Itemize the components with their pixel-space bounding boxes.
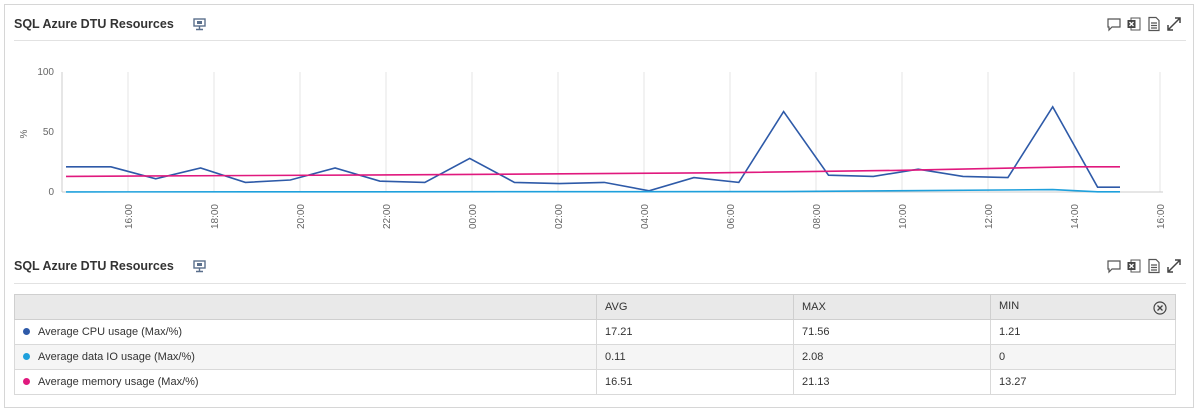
chart-series	[65, 105, 1120, 193]
metric-cell: Average CPU usage (Max/%)	[14, 319, 597, 345]
min-value: 0	[990, 344, 1176, 370]
chart-panel-title: SQL Azure DTU Resources	[14, 17, 174, 31]
avg-value: 0.11	[596, 344, 794, 370]
column-header-min[interactable]: MIN	[990, 294, 1176, 320]
metric-cell: Average data IO usage (Max/%)	[14, 344, 597, 370]
max-value: 21.13	[793, 369, 991, 395]
table-header-row: AVG MAX MIN	[14, 294, 1176, 320]
expand-icon[interactable]	[1166, 16, 1182, 32]
metric-label: Average CPU usage (Max/%)	[38, 326, 183, 338]
x-tick-label: 12:00	[984, 204, 995, 229]
y-tick-label: 50	[43, 127, 55, 138]
y-axis-label: %	[19, 129, 30, 138]
table-panel-title: SQL Azure DTU Resources	[14, 259, 174, 273]
chart-axes: 16:00 18:00 20:00 22:00 00:00 02:00 04:00 06:00…	[19, 67, 1167, 229]
max-value: 71.56	[793, 319, 991, 345]
table-header-divider	[14, 283, 1186, 284]
memory-legend-dot	[23, 378, 30, 385]
column-header-avg[interactable]: AVG	[596, 294, 794, 320]
max-value: 2.08	[793, 344, 991, 370]
min-value: 13.27	[990, 369, 1176, 395]
x-tick-label: 02:00	[554, 204, 565, 229]
io-legend-dot	[23, 353, 30, 360]
cpu-series-line	[66, 105, 1120, 192]
cpu-legend-dot	[23, 328, 30, 335]
avg-value: 17.21	[596, 319, 794, 345]
table-row[interactable]: Average CPU usage (Max/%) 17.21 71.56 1.…	[14, 319, 1176, 345]
table-panel-header: SQL Azure DTU Resources	[14, 252, 1186, 280]
excel-export-icon[interactable]	[1126, 258, 1142, 274]
x-tick-label: 16:00	[1156, 204, 1167, 229]
metric-label: Average data IO usage (Max/%)	[38, 351, 195, 363]
x-tick-label: 08:00	[812, 204, 823, 229]
expand-icon[interactable]	[1166, 258, 1182, 274]
y-tick-label: 0	[48, 187, 54, 198]
y-tick-label: 100	[37, 67, 54, 78]
x-tick-label: 18:00	[210, 204, 221, 229]
column-header-max[interactable]: MAX	[793, 294, 991, 320]
comment-icon[interactable]	[1106, 258, 1122, 274]
chart-header-divider	[14, 40, 1186, 41]
chart-panel-actions	[1106, 16, 1182, 32]
x-tick-label: 20:00	[296, 204, 307, 229]
x-tick-label: 06:00	[726, 204, 737, 229]
pdf-export-icon[interactable]	[1146, 258, 1162, 274]
close-icon[interactable]	[1153, 300, 1167, 315]
io-series-line	[65, 188, 1120, 193]
x-tick-label: 04:00	[640, 204, 651, 229]
column-header-metric	[14, 294, 597, 320]
monitor-icon[interactable]	[192, 17, 208, 31]
excel-export-icon[interactable]	[1126, 16, 1142, 32]
min-value: 1.21	[990, 319, 1176, 345]
metric-cell: Average memory usage (Max/%)	[14, 369, 597, 395]
dtu-line-chart: 16:00 18:00 20:00 22:00 00:00 02:00 04:00 06:00…	[19, 67, 1167, 229]
stats-table: AVG MAX MIN Average CPU usage (Max/%) 17…	[14, 294, 1176, 395]
chart-panel-header: SQL Azure DTU Resources	[14, 10, 1186, 38]
table-row[interactable]: Average data IO usage (Max/%) 0.11 2.08 …	[14, 344, 1176, 370]
x-tick-label: 14:00	[1070, 204, 1081, 229]
pdf-export-icon[interactable]	[1146, 16, 1162, 32]
column-header-min-label: MIN	[999, 299, 1020, 312]
table-panel-actions	[1106, 258, 1182, 274]
monitor-icon[interactable]	[192, 259, 208, 273]
x-tick-label: 22:00	[382, 204, 393, 229]
x-tick-label: 00:00	[468, 204, 479, 229]
memory-series-line	[65, 166, 1120, 178]
comment-icon[interactable]	[1106, 16, 1122, 32]
metric-label: Average memory usage (Max/%)	[38, 376, 199, 388]
table-row[interactable]: Average memory usage (Max/%) 16.51 21.13…	[14, 369, 1176, 395]
x-tick-label: 16:00	[124, 204, 135, 229]
avg-value: 16.51	[596, 369, 794, 395]
x-tick-label: 10:00	[898, 204, 909, 229]
